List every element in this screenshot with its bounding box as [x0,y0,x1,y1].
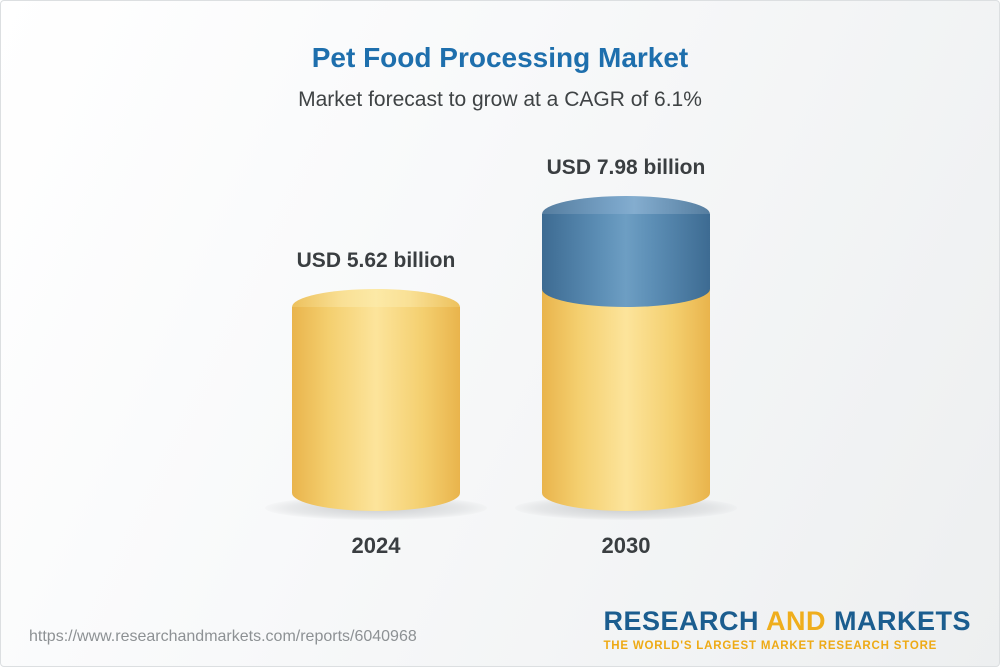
cylinder-2030 [542,196,710,511]
logo-word-markets: MARKETS [834,606,971,636]
logo-tagline: THE WORLD'S LARGEST MARKET RESEARCH STOR… [603,640,938,652]
cylinder-2030-blue-segment [542,196,710,307]
category-label-2030: 2030 [601,533,651,558]
cylinder-2030-yellow-segment [542,289,710,511]
cylinder-2024 [292,289,460,511]
value-label-2024: USD 5.62 billion [296,249,456,272]
cylinder-2024-body [292,307,460,511]
category-label-2024: 2024 [351,533,401,558]
page-subtitle: Market forecast to grow at a CAGR of 6.1… [298,88,702,111]
bar-group-2024: USD 5.62 billion [292,249,460,511]
bar-group-2030: USD 7.98 billion [542,156,710,511]
logo-wordmark: RESEARCH AND MARKETS [603,606,971,637]
logo-word-research: RESEARCH [603,606,759,636]
value-label-2030: USD 7.98 billion [546,156,706,179]
page-title: Pet Food Processing Market [311,42,689,73]
report-url: https://www.researchandmarkets.com/repor… [29,628,417,645]
logo-word-and: AND [765,606,826,636]
cylinder-2030-blue-body [542,214,710,307]
research-and-markets-logo: RESEARCH AND MARKETS THE WORLD'S LARGEST… [603,606,971,652]
